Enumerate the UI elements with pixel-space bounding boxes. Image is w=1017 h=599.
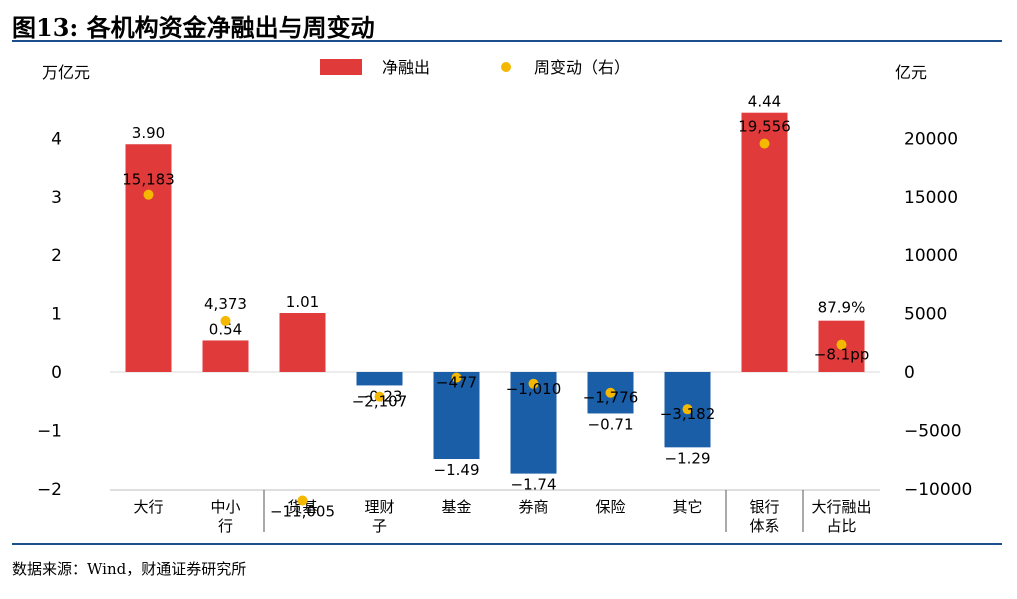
bar-value-label: 1.01 (286, 293, 319, 311)
category-label: 货基 (287, 498, 317, 516)
bar (741, 112, 788, 372)
bar-value-label: −0.71 (588, 415, 634, 433)
scatter-point (220, 315, 231, 326)
bar-value-label: −1.29 (665, 449, 711, 467)
y-right-tick-label: −10000 (904, 480, 972, 500)
y-left-tick-label: 3 (51, 188, 62, 208)
category-label: 理财 (364, 498, 394, 516)
category-label: 占比 (826, 517, 856, 535)
category-label: 大行 (133, 498, 163, 516)
footer-rule (12, 543, 1002, 545)
y-left-axis-label: 万亿元 (42, 63, 90, 82)
point-value-label: −1,776 (583, 389, 639, 407)
bar (433, 372, 480, 460)
scatter-point (528, 378, 539, 389)
y-right-tick-label: −5000 (904, 421, 962, 441)
category-label: 保险 (595, 498, 625, 516)
point-value-label: 4,373 (204, 295, 247, 313)
y-left-tick-label: −2 (37, 480, 62, 500)
scatter-point (682, 404, 693, 415)
point-value-label: 19,556 (738, 118, 791, 136)
scatter-point (297, 495, 308, 506)
category-label: 券商 (518, 498, 548, 516)
category-label: 行 (218, 517, 233, 535)
point-value-label: −3,182 (660, 405, 716, 423)
point-value-label: −1,010 (506, 380, 562, 398)
y-left-tick-label: 4 (51, 129, 62, 149)
bar (202, 340, 249, 372)
legend-label-weekly-change: 周变动（右） (534, 58, 630, 77)
point-value-label: −8.1pp (814, 346, 869, 364)
point-value-label: −477 (436, 374, 477, 392)
y-right-tick-label: 15000 (904, 188, 958, 208)
legend-swatch-weekly-change (501, 62, 511, 72)
scatter-point (451, 372, 462, 383)
point-value-label: 15,183 (122, 171, 175, 189)
y-left-tick-label: 0 (51, 363, 62, 383)
y-right-tick-label: 20000 (904, 129, 958, 149)
scatter-point (374, 391, 385, 402)
bar (279, 313, 326, 372)
bar-value-label: 87.9% (818, 299, 866, 317)
source-note: 数据来源：Wind，财通证券研究所 (12, 560, 247, 578)
category-label: 其它 (672, 498, 702, 516)
category-label: 基金 (441, 498, 471, 516)
bar-value-label: −1.49 (434, 461, 480, 479)
chart: −2 −1 0 1 2 3 4 万亿元 −10000 −5000 0 5000 10000 15000 20… (37, 58, 972, 535)
category-label: 中小 (210, 498, 240, 516)
bar-value-label: 0.54 (209, 320, 242, 338)
point-value-label: −2,107 (352, 393, 408, 411)
bar (510, 372, 557, 474)
y-left-tick-label: 2 (51, 246, 62, 266)
y-left-tick-label: −1 (37, 421, 62, 441)
bar-value-label: 3.90 (132, 124, 165, 142)
title-rule (12, 40, 1002, 42)
category-label: 子 (372, 517, 387, 535)
y-right-tick-label: 0 (904, 363, 915, 383)
y-left-tick-label: 1 (51, 305, 62, 325)
scatter-point (759, 138, 770, 149)
point-value-label: −11,005 (270, 503, 335, 521)
category-label: 大行融出 (811, 498, 871, 516)
scatter-point (143, 189, 154, 200)
y-right-axis-label: 亿元 (895, 63, 927, 82)
category-label: 体系 (749, 517, 779, 535)
y-right-tick-label: 10000 (904, 246, 958, 266)
page-title: 图13: 各机构资金净融出与周变动 (12, 13, 375, 42)
legend-swatch-net-lending (320, 59, 362, 75)
bar-value-label: −1.74 (511, 476, 557, 494)
bar (125, 144, 172, 372)
legend-label-net-lending: 净融出 (382, 58, 430, 77)
bar-value-label: 4.44 (748, 93, 781, 111)
category-label: 银行 (749, 498, 779, 516)
scatter-point (836, 339, 847, 350)
bar (356, 372, 403, 386)
scatter-point (605, 387, 616, 398)
y-right-tick-label: 5000 (904, 305, 947, 325)
